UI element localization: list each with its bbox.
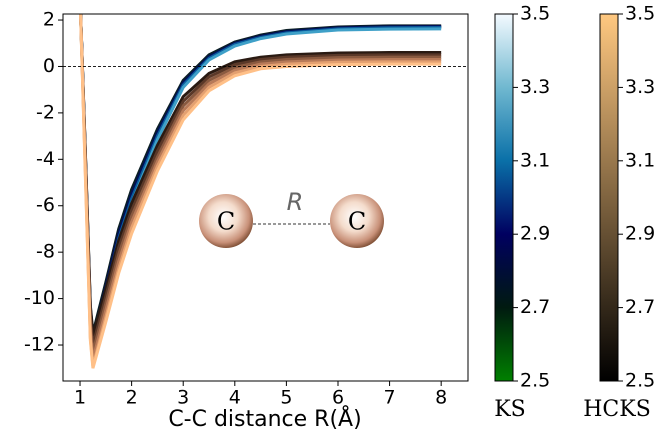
colorbar-tick-label: 3.3 xyxy=(520,76,550,98)
x-tick-label: 6 xyxy=(332,387,344,409)
atom-label: C xyxy=(217,208,235,236)
colorbar-tick-label: 2.9 xyxy=(625,223,655,245)
plot-area xyxy=(79,14,442,369)
colorbar-tick-label: 2.5 xyxy=(520,370,550,392)
y-tick-label: -4 xyxy=(36,148,55,170)
colorbar-tick-label: 2.9 xyxy=(520,223,550,245)
atom-label: C xyxy=(348,208,366,236)
x-tick-label: 1 xyxy=(74,387,86,409)
colorbar xyxy=(494,13,514,382)
x-tick-label: 2 xyxy=(126,387,138,409)
y-tick-label: 2 xyxy=(43,9,55,31)
colorbar-tick-label: 3.5 xyxy=(520,3,550,25)
colorbar-tick-label: 2.7 xyxy=(625,296,655,318)
x-axis-label: C-C distance R(Å) xyxy=(168,405,361,432)
colorbar-tick-label: 3.1 xyxy=(625,149,655,171)
plot-frame xyxy=(62,13,469,382)
y-tick-label: 0 xyxy=(43,55,55,77)
y-tick-label: -10 xyxy=(24,287,55,309)
line-series xyxy=(79,14,442,334)
colorbar-tick-label: 2.7 xyxy=(520,296,550,318)
atom xyxy=(199,194,253,248)
x-tick-label: 5 xyxy=(280,387,292,409)
colorbar-tick-label: 3.1 xyxy=(520,149,550,171)
y-tick-label: -8 xyxy=(36,241,55,263)
x-tick-label: 8 xyxy=(435,387,447,409)
x-tick-label: 7 xyxy=(384,387,396,409)
line-series xyxy=(79,14,442,337)
colorbar-tick-label: 3.5 xyxy=(625,3,655,25)
y-tick-label: -2 xyxy=(36,101,55,123)
distance-label: R xyxy=(287,188,304,216)
line-series xyxy=(79,14,442,369)
atom xyxy=(330,194,384,248)
colorbar xyxy=(599,13,619,382)
line-series xyxy=(79,14,442,339)
x-tick-label: 4 xyxy=(229,387,241,409)
molecule-diagram: C C R xyxy=(199,188,384,248)
colorbar-label: HCKS xyxy=(583,397,651,422)
x-tick-label: 3 xyxy=(177,387,189,409)
colorbar-tick-label: 2.5 xyxy=(625,370,655,392)
colorbar-tick-label: 3.3 xyxy=(625,76,655,98)
colorbar-label: KS xyxy=(494,397,526,422)
y-tick-label: -12 xyxy=(24,334,55,356)
y-tick-label: -6 xyxy=(36,194,55,216)
